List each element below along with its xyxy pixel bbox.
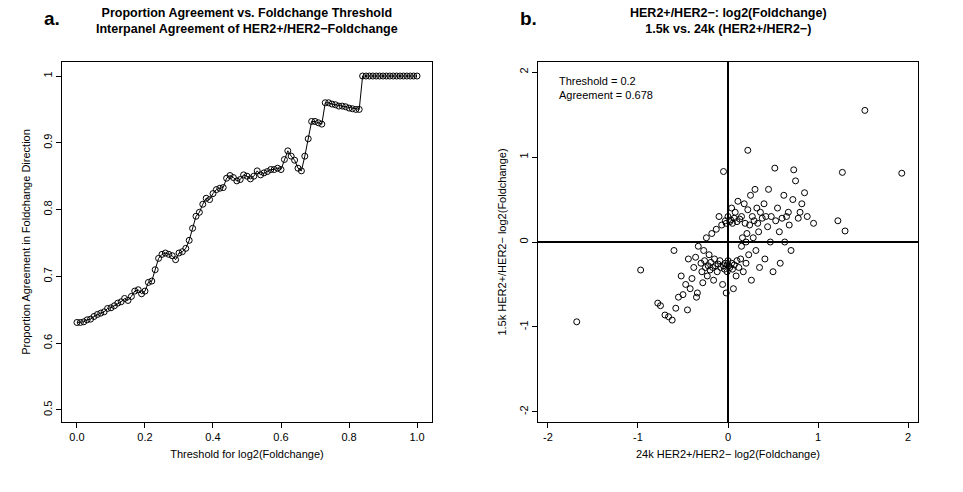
- svg-text:0.6: 0.6: [42, 334, 54, 349]
- svg-text:Threshold = 0.2Agreement = 0.6: Threshold = 0.2Agreement = 0.678: [559, 75, 653, 101]
- svg-text:0.4: 0.4: [205, 431, 220, 443]
- svg-text:24k HER2+/HER2− log2(Foldchang: 24k HER2+/HER2− log2(Foldchange): [636, 448, 820, 460]
- svg-text:1: 1: [815, 431, 821, 443]
- svg-text:1: 1: [42, 71, 54, 77]
- svg-text:Threshold for log2(Foldchange): Threshold for log2(Foldchange): [170, 448, 323, 460]
- svg-text:0.2: 0.2: [137, 431, 152, 443]
- svg-text:0: 0: [518, 237, 530, 243]
- svg-text:HER2+/HER2−: log2(Foldchange)1: HER2+/HER2−: log2(Foldchange)1.5k vs. 24…: [630, 6, 827, 36]
- svg-text:a.: a.: [44, 8, 60, 29]
- svg-text:-2: -2: [543, 431, 553, 443]
- svg-text:1: 1: [518, 152, 530, 158]
- svg-text:2: 2: [518, 67, 530, 73]
- svg-text:0.5: 0.5: [42, 401, 54, 416]
- svg-text:0.8: 0.8: [42, 200, 54, 215]
- svg-text:0.8: 0.8: [341, 431, 356, 443]
- svg-text:Proportion Agreement in Foldch: Proportion Agreement in Foldchange Direc…: [20, 129, 32, 355]
- svg-text:0.6: 0.6: [273, 431, 288, 443]
- svg-text:0.9: 0.9: [42, 134, 54, 149]
- svg-text:0: 0: [725, 431, 731, 443]
- svg-text:-2: -2: [518, 405, 530, 415]
- svg-text:Proportion Agreement vs. Foldc: Proportion Agreement vs. Foldchange Thre…: [96, 6, 398, 36]
- svg-text:0.0: 0.0: [69, 431, 84, 443]
- svg-text:-1: -1: [518, 320, 530, 330]
- svg-text:0.7: 0.7: [42, 267, 54, 282]
- svg-text:b.: b.: [520, 8, 537, 29]
- svg-text:2: 2: [905, 431, 911, 443]
- svg-text:1.5k HER2+/HER2− log2(Foldchan: 1.5k HER2+/HER2− log2(Foldchange): [496, 148, 508, 335]
- svg-text:-1: -1: [633, 431, 643, 443]
- svg-text:1.0: 1.0: [409, 431, 424, 443]
